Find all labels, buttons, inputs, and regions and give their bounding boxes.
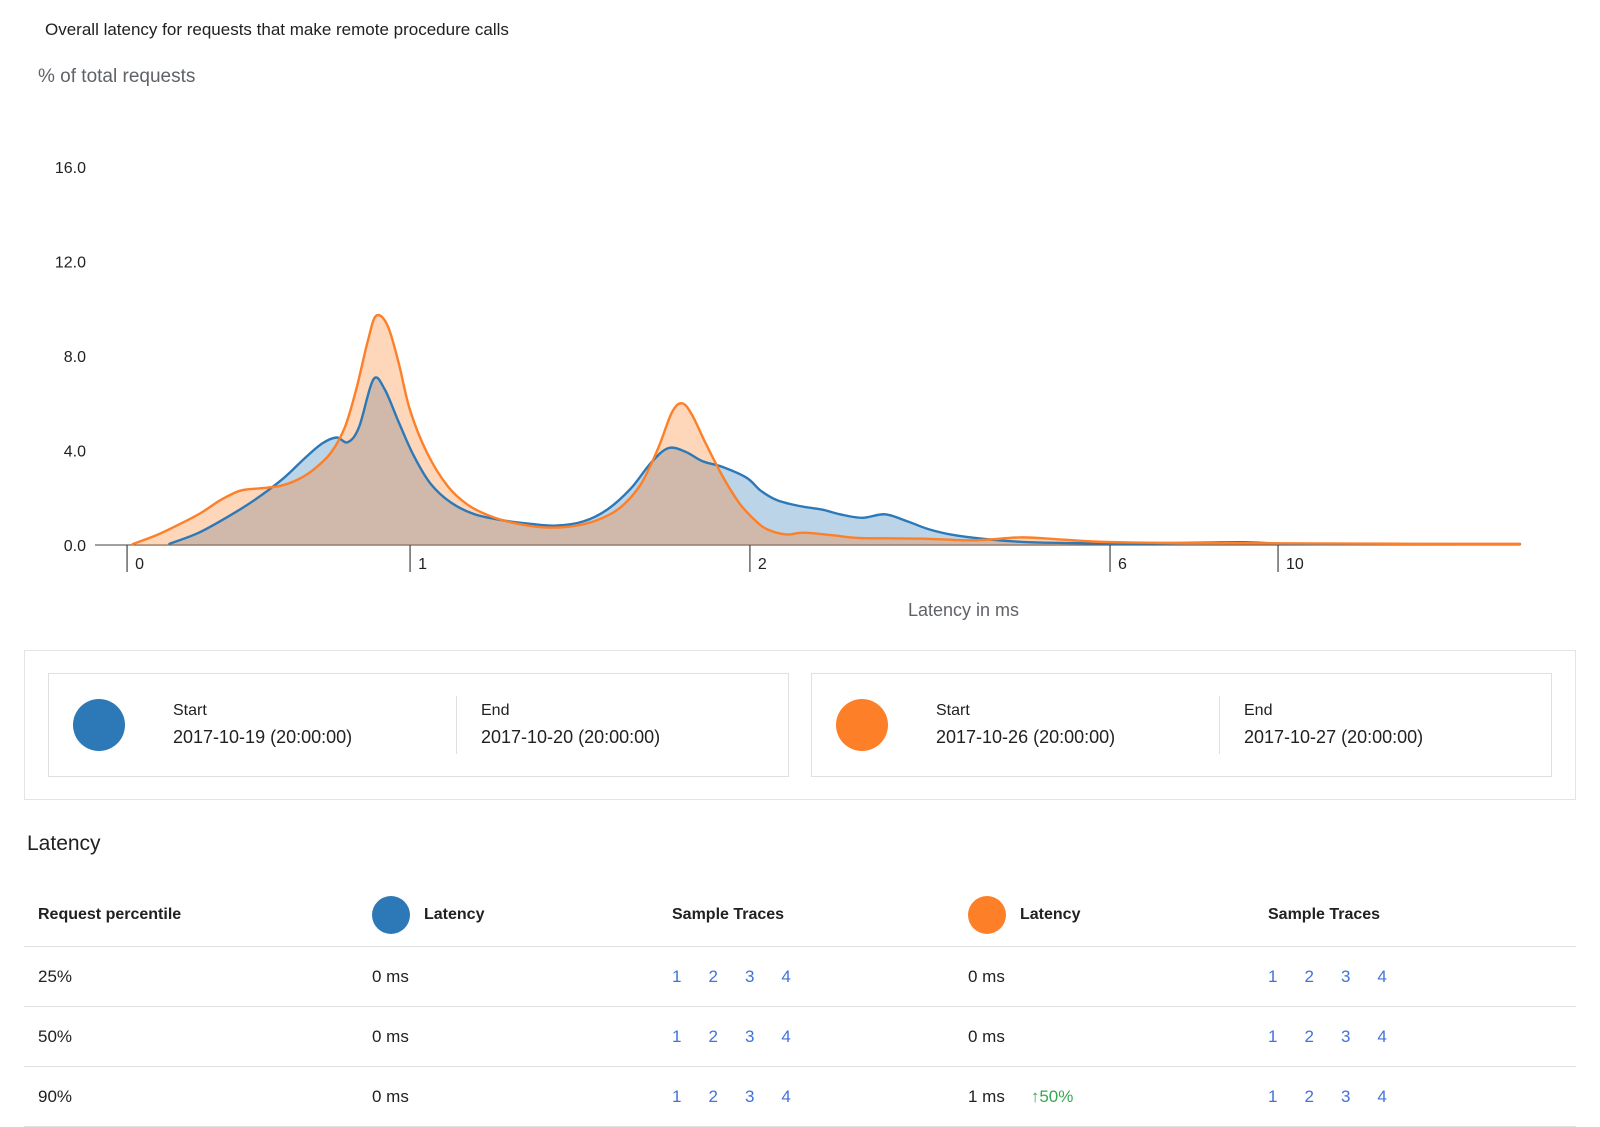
sample-traces-b: 1 2 3 4 — [1268, 1087, 1576, 1107]
latency-a-value: 0 ms — [372, 1086, 409, 1106]
x-tick-label: 6 — [1118, 556, 1127, 573]
col-label-traces-a: Sample Traces — [672, 906, 785, 923]
latency-b-cell: 0 ms — [968, 967, 1268, 987]
table-row: 50% 0 ms 1 2 3 4 0 ms 1 2 3 4 — [24, 1007, 1576, 1067]
y-tick-label: 4.0 — [64, 444, 86, 461]
sample-traces-b: 1 2 3 4 — [1268, 1027, 1576, 1047]
x-tick-label: 0 — [135, 556, 144, 573]
latency-b-cell: 1 ms ↑50% — [968, 1087, 1268, 1107]
x-tick-label: 1 — [418, 556, 427, 573]
sample-trace-link[interactable]: 1 — [1268, 1026, 1278, 1046]
latency-a-value: 0 ms — [372, 1026, 409, 1046]
table-row: 90% 0 ms 1 2 3 4 1 ms ↑50% 1 2 3 4 — [24, 1067, 1576, 1127]
series-b-line — [131, 313, 1522, 546]
sample-trace-link[interactable]: 1 — [1268, 966, 1278, 986]
start-label: Start — [173, 702, 207, 719]
sample-traces-b: 1 2 3 4 — [1268, 967, 1576, 987]
col-header-traces-a: Sample Traces — [672, 906, 968, 924]
y-tick-label: 16.0 — [55, 160, 86, 177]
y-tick-label: 0.0 — [64, 538, 86, 555]
sample-traces-a: 1 2 3 4 — [672, 1027, 968, 1047]
latency-delta-badge: ↑50% — [1030, 1086, 1074, 1106]
col-label-latency-b: Latency — [1020, 906, 1081, 923]
sample-trace-link[interactable]: 4 — [1377, 966, 1387, 986]
col-label-percentile: Request percentile — [38, 906, 182, 923]
latency-section-title: Latency — [27, 832, 101, 855]
sample-trace-link[interactable]: 3 — [744, 966, 755, 986]
legend-end-col: End 2017-10-20 (20:00:00) — [481, 702, 764, 748]
sample-trace-link[interactable]: 3 — [744, 1086, 755, 1106]
legend-panel: Start 2017-10-19 (20:00:00) End 2017-10-… — [24, 650, 1576, 800]
sample-trace-link[interactable]: 3 — [1340, 966, 1351, 986]
sample-trace-link[interactable]: 2 — [1304, 966, 1314, 986]
sample-trace-link[interactable]: 2 — [708, 1086, 718, 1106]
col-header-latency-a: Latency — [372, 896, 672, 934]
series-a-line — [168, 376, 1522, 546]
legend-divider — [1219, 696, 1220, 754]
col-header-percentile: Request percentile — [24, 906, 372, 924]
latency-table: Request percentile Latency Sample Traces… — [24, 884, 1576, 1127]
sample-trace-link[interactable]: 3 — [1340, 1086, 1351, 1106]
start-value: 2017-10-19 (20:00:00) — [173, 727, 353, 747]
col-label-traces-b: Sample Traces — [1268, 906, 1381, 923]
request-percentile-value: 25% — [38, 966, 73, 986]
start-value: 2017-10-26 (20:00:00) — [936, 727, 1116, 747]
sample-trace-link[interactable]: 2 — [1304, 1026, 1314, 1046]
x-axis-title: Latency in ms — [908, 600, 1020, 620]
sample-trace-link[interactable]: 1 — [672, 966, 682, 986]
request-percentile-value: 90% — [38, 1086, 73, 1106]
latency-table-rows: 25% 0 ms 1 2 3 4 0 ms 1 2 3 4 50% 0 ms 1 2 3 4 0 ms 1 2 3 4 90… — [24, 947, 1576, 1127]
col-header-latency-b: Latency — [968, 896, 1268, 934]
sample-trace-link[interactable]: 1 — [672, 1026, 682, 1046]
latency-b-cell: 0 ms — [968, 1027, 1268, 1047]
col-header-traces-b: Sample Traces — [1268, 906, 1576, 924]
sample-trace-link[interactable]: 4 — [781, 1086, 791, 1106]
latency-b-value: 1 ms — [968, 1086, 1005, 1106]
x-tick-label: 10 — [1286, 556, 1304, 573]
sample-trace-link[interactable]: 3 — [744, 1026, 755, 1046]
legend-end-col: End 2017-10-27 (20:00:00) — [1244, 702, 1527, 748]
request-percentile-value: 50% — [38, 1026, 73, 1046]
sample-traces-a: 1 2 3 4 — [672, 967, 968, 987]
latency-table-header: Request percentile Latency Sample Traces… — [24, 884, 1576, 947]
sample-trace-link[interactable]: 2 — [708, 966, 718, 986]
x-tick-label: 2 — [758, 556, 767, 573]
col-label-latency-a: Latency — [424, 906, 485, 923]
end-label: End — [481, 702, 510, 719]
latency-b-value: 0 ms — [968, 1026, 1005, 1046]
sample-traces-a: 1 2 3 4 — [672, 1087, 968, 1107]
latency-distribution-chart: 0.0 4.0 8.0 12.0 16.0 0 1 2 6 10 — [55, 160, 1522, 573]
sample-trace-link[interactable]: 1 — [672, 1086, 682, 1106]
legend-card-period-b: Start 2017-10-26 (20:00:00) End 2017-10-… — [811, 673, 1552, 777]
legend-card-period-a: Start 2017-10-19 (20:00:00) End 2017-10-… — [48, 673, 789, 777]
y-tick-label: 8.0 — [64, 349, 86, 366]
legend-start-col: Start 2017-10-26 (20:00:00) — [936, 702, 1219, 748]
sample-trace-link[interactable]: 4 — [1377, 1026, 1387, 1046]
sample-trace-link[interactable]: 3 — [1340, 1026, 1351, 1046]
series-b-dot — [968, 896, 1006, 934]
chart-title: Overall latency for requests that make r… — [45, 20, 509, 39]
y-tick-label: 12.0 — [55, 255, 86, 272]
end-label: End — [1244, 702, 1273, 719]
sample-trace-link[interactable]: 2 — [1304, 1086, 1314, 1106]
sample-trace-link[interactable]: 4 — [1377, 1086, 1387, 1106]
y-axis-title: % of total requests — [38, 66, 196, 87]
end-value: 2017-10-20 (20:00:00) — [481, 727, 661, 747]
series-a-legend-dot — [73, 699, 125, 751]
table-row: 25% 0 ms 1 2 3 4 0 ms 1 2 3 4 — [24, 947, 1576, 1007]
sample-trace-link[interactable]: 2 — [708, 1026, 718, 1046]
legend-start-col: Start 2017-10-19 (20:00:00) — [173, 702, 456, 748]
latency-b-value: 0 ms — [968, 966, 1005, 986]
sample-trace-link[interactable]: 4 — [781, 1026, 791, 1046]
end-value: 2017-10-27 (20:00:00) — [1244, 727, 1424, 747]
latency-a-value: 0 ms — [372, 966, 409, 986]
start-label: Start — [936, 702, 970, 719]
legend-divider — [456, 696, 457, 754]
series-b-legend-dot — [836, 699, 888, 751]
sample-trace-link[interactable]: 4 — [781, 966, 791, 986]
series-b-area — [132, 314, 1521, 545]
series-a-area — [169, 377, 1520, 545]
sample-trace-link[interactable]: 1 — [1268, 1086, 1278, 1106]
series-a-dot — [372, 896, 410, 934]
